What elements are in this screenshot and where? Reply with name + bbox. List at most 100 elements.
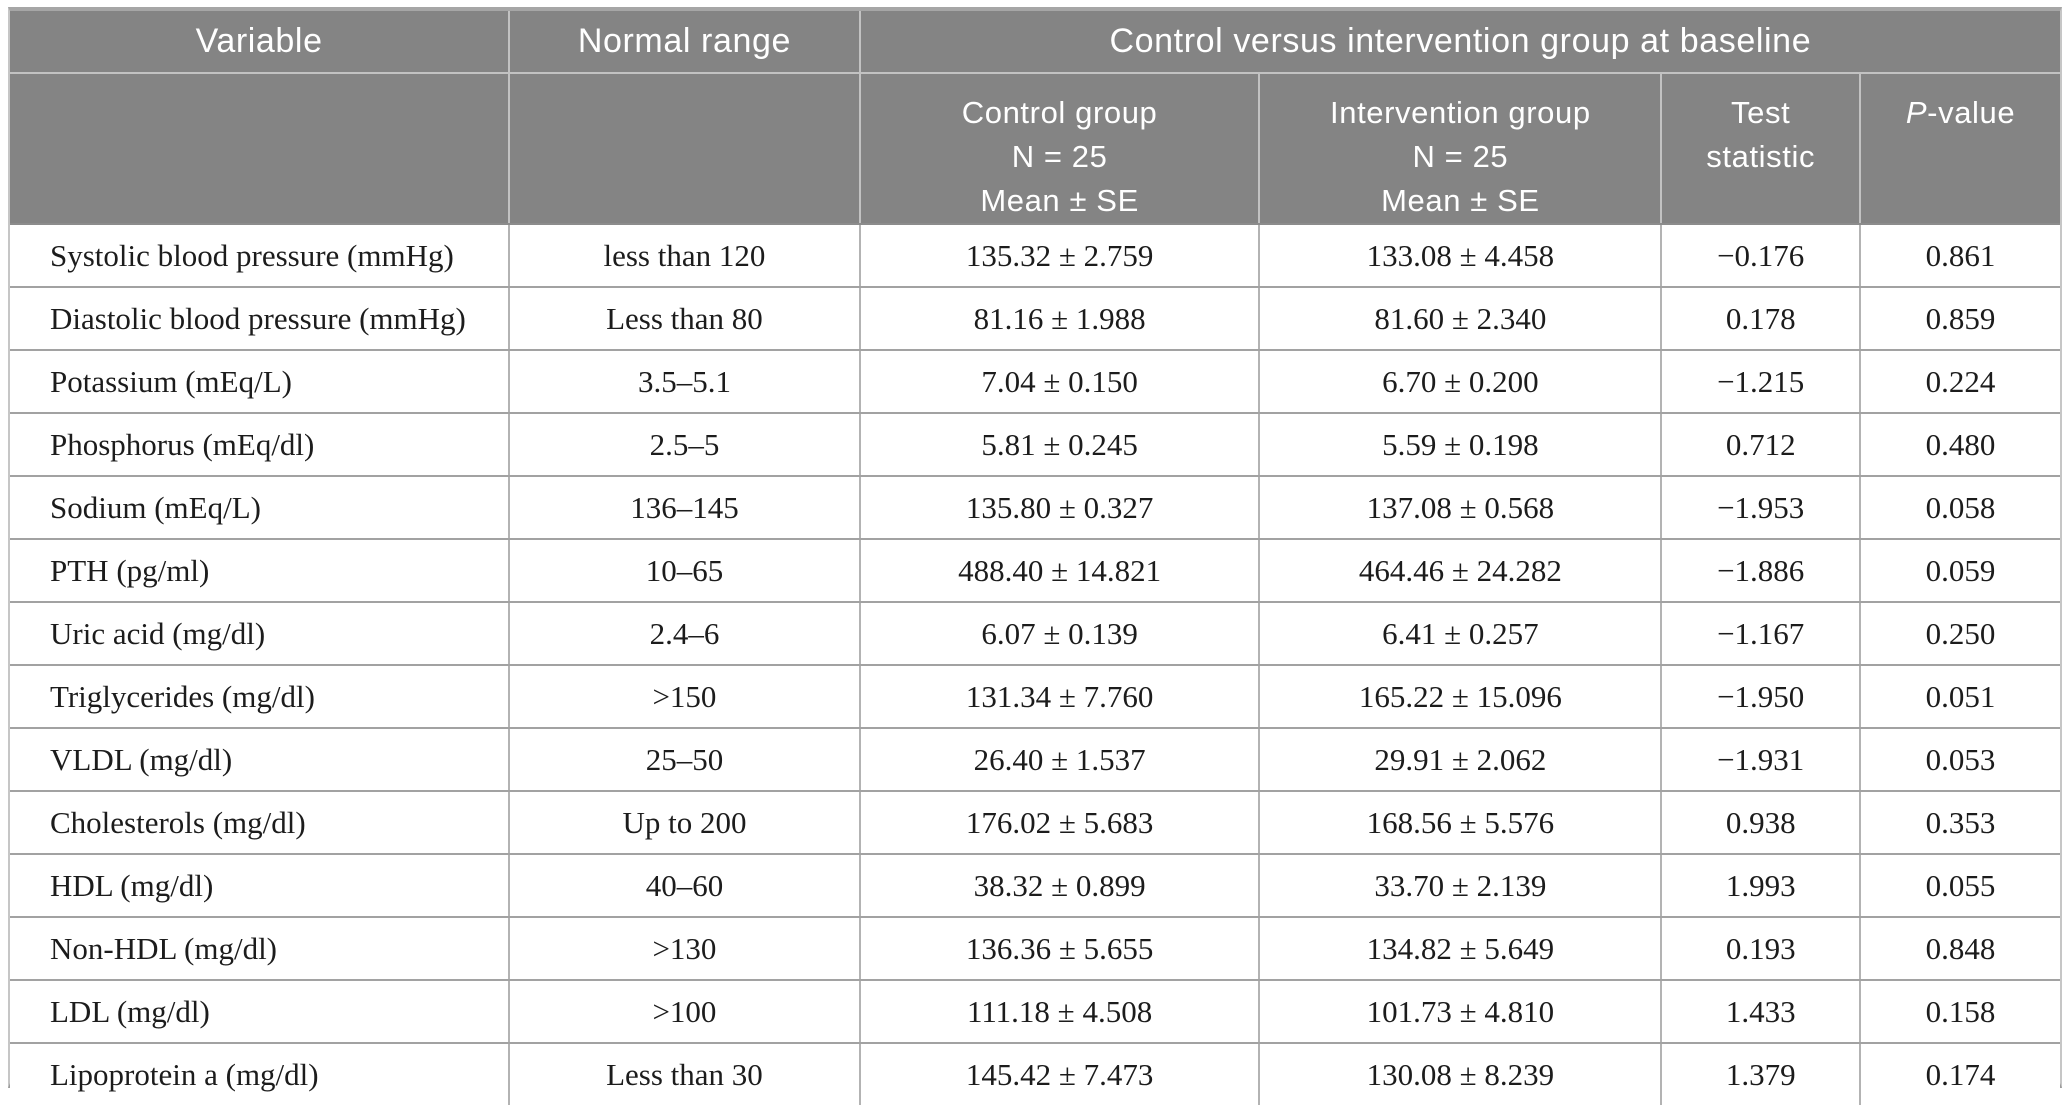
cell-control: 111.18 ± 4.508	[859, 980, 1261, 1045]
cell-p-value: 0.051	[1860, 665, 2060, 730]
cell-p-value: 0.158	[1860, 980, 2060, 1045]
cell-control: 131.34 ± 7.760	[859, 665, 1261, 730]
cell-intervention: 5.59 ± 0.198	[1259, 413, 1663, 478]
table-row: Phosphorus (mEq/dl) 2.5–5 5.81 ± 0.245 5.59…	[10, 413, 2060, 478]
cell-intervention: 81.60 ± 2.340	[1259, 287, 1663, 352]
cell-variable: VLDL (mg/dl)	[10, 728, 511, 793]
cell-intervention: 6.70 ± 0.200	[1259, 350, 1663, 415]
cell-test-statistic: 1.433	[1661, 980, 1862, 1045]
cell-normal-range: 3.5–5.1	[509, 350, 861, 415]
table-body: Systolic blood pressure (mmHg) less than …	[10, 224, 2060, 1105]
cell-p-value: 0.174	[1860, 1043, 2060, 1105]
cell-intervention: 101.73 ± 4.810	[1259, 980, 1663, 1045]
cell-control: 145.42 ± 7.473	[859, 1043, 1261, 1105]
cell-control: 135.32 ± 2.759	[859, 224, 1261, 289]
col-header-test-statistic: Test statistic	[1661, 73, 1862, 226]
cell-test-statistic: −1.931	[1661, 728, 1862, 793]
cell-normal-range: Less than 80	[509, 287, 861, 352]
cell-variable: Potassium (mEq/L)	[10, 350, 511, 415]
cell-variable: Cholesterols (mg/dl)	[10, 791, 511, 856]
table-row: Potassium (mEq/L) 3.5–5.1 7.04 ± 0.150 6.70…	[10, 350, 2060, 415]
cell-p-value: 0.059	[1860, 539, 2060, 604]
cell-p-value: 0.055	[1860, 854, 2060, 919]
cell-control: 81.16 ± 1.988	[859, 287, 1261, 352]
cell-test-statistic: 0.193	[1661, 917, 1862, 982]
table-row: LDL (mg/dl) >100 111.18 ± 4.508 101.73 ± 4.…	[10, 980, 2060, 1045]
cell-intervention: 133.08 ± 4.458	[1259, 224, 1663, 289]
table-row: Cholesterols (mg/dl) Up to 200 176.02 ± 5.…	[10, 791, 2060, 856]
col-header-p-value: P-value	[1860, 73, 2060, 226]
cell-variable: Lipoprotein a (mg/dl)	[10, 1043, 511, 1105]
cell-variable: Systolic blood pressure (mmHg)	[10, 224, 511, 289]
table-header: Variable Normal range Control versus int…	[10, 11, 2060, 226]
cell-normal-range: 10–65	[509, 539, 861, 604]
table-row: PTH (pg/ml) 10–65 488.40 ± 14.821 464.46 ± …	[10, 539, 2060, 604]
cell-intervention: 130.08 ± 8.239	[1259, 1043, 1663, 1105]
col-header-variable: Variable	[10, 11, 511, 74]
cell-test-statistic: −1.215	[1661, 350, 1862, 415]
cell-intervention: 165.22 ± 15.096	[1259, 665, 1663, 730]
col-header-normal-range-spacer	[509, 73, 861, 226]
cell-variable: Diastolic blood pressure (mmHg)	[10, 287, 511, 352]
cell-normal-range: >100	[509, 980, 861, 1045]
cell-variable: Non-HDL (mg/dl)	[10, 917, 511, 982]
table-row: Triglycerides (mg/dl) >150 131.34 ± 7.760 1…	[10, 665, 2060, 730]
cell-control: 7.04 ± 0.150	[859, 350, 1261, 415]
col-header-group-title: Control versus intervention group at bas…	[859, 11, 2060, 74]
cell-normal-range: >150	[509, 665, 861, 730]
cell-test-statistic: −1.167	[1661, 602, 1862, 667]
cell-intervention: 168.56 ± 5.576	[1259, 791, 1663, 856]
header-row-top: Variable Normal range Control versus int…	[10, 11, 2060, 74]
cell-control: 176.02 ± 5.683	[859, 791, 1261, 856]
col-header-normal-range: Normal range	[509, 11, 861, 74]
cell-p-value: 0.861	[1860, 224, 2060, 289]
cell-variable: Sodium (mEq/L)	[10, 476, 511, 541]
cell-normal-range: >130	[509, 917, 861, 982]
cell-control: 38.32 ± 0.899	[859, 854, 1261, 919]
cell-control: 136.36 ± 5.655	[859, 917, 1261, 982]
cell-test-statistic: −1.886	[1661, 539, 1862, 604]
cell-intervention: 134.82 ± 5.649	[1259, 917, 1663, 982]
cell-p-value: 0.848	[1860, 917, 2060, 982]
cell-intervention: 464.46 ± 24.282	[1259, 539, 1663, 604]
cell-test-statistic: 0.938	[1661, 791, 1862, 856]
table-row: VLDL (mg/dl) 25–50 26.40 ± 1.537 29.91 ± 2.…	[10, 728, 2060, 793]
p-value-suffix: -value	[1927, 95, 2016, 130]
header-row-sub: Control group N = 25 Mean ± SE Intervent…	[10, 73, 2060, 226]
cell-control: 135.80 ± 0.327	[859, 476, 1261, 541]
cell-test-statistic: −0.176	[1661, 224, 1862, 289]
cell-normal-range: Less than 30	[509, 1043, 861, 1105]
cell-test-statistic: 0.178	[1661, 287, 1862, 352]
p-value-italic-p: P	[1905, 95, 1928, 130]
cell-test-statistic: 0.712	[1661, 413, 1862, 478]
cell-control: 6.07 ± 0.139	[859, 602, 1261, 667]
cell-control: 26.40 ± 1.537	[859, 728, 1261, 793]
cell-p-value: 0.053	[1860, 728, 2060, 793]
table-row: HDL (mg/dl) 40–60 38.32 ± 0.899 33.70 ± 2.1…	[10, 854, 2060, 919]
cell-p-value: 0.480	[1860, 413, 2060, 478]
cell-intervention: 6.41 ± 0.257	[1259, 602, 1663, 667]
cell-intervention: 29.91 ± 2.062	[1259, 728, 1663, 793]
cell-test-statistic: −1.950	[1661, 665, 1862, 730]
cell-test-statistic: 1.379	[1661, 1043, 1862, 1105]
cell-test-statistic: −1.953	[1661, 476, 1862, 541]
table-row: Lipoprotein a (mg/dl) Less than 30 145.42 …	[10, 1043, 2060, 1105]
cell-p-value: 0.859	[1860, 287, 2060, 352]
cell-intervention: 33.70 ± 2.139	[1259, 854, 1663, 919]
cell-normal-range: less than 120	[509, 224, 861, 289]
col-header-control-group: Control group N = 25 Mean ± SE	[859, 73, 1261, 226]
table-row: Uric acid (mg/dl) 2.4–6 6.07 ± 0.139 6.41 ±…	[10, 602, 2060, 667]
table-row: Non-HDL (mg/dl) >130 136.36 ± 5.655 134.82 …	[10, 917, 2060, 982]
cell-p-value: 0.250	[1860, 602, 2060, 667]
data-table: Variable Normal range Control versus int…	[10, 11, 2060, 1105]
cell-variable: LDL (mg/dl)	[10, 980, 511, 1045]
cell-p-value: 0.353	[1860, 791, 2060, 856]
cell-variable: Triglycerides (mg/dl)	[10, 665, 511, 730]
cell-variable: HDL (mg/dl)	[10, 854, 511, 919]
cell-control: 5.81 ± 0.245	[859, 413, 1261, 478]
cell-normal-range: 25–50	[509, 728, 861, 793]
table-row: Systolic blood pressure (mmHg) less than …	[10, 224, 2060, 289]
cell-normal-range: 2.5–5	[509, 413, 861, 478]
cell-test-statistic: 1.993	[1661, 854, 1862, 919]
cell-normal-range: 40–60	[509, 854, 861, 919]
